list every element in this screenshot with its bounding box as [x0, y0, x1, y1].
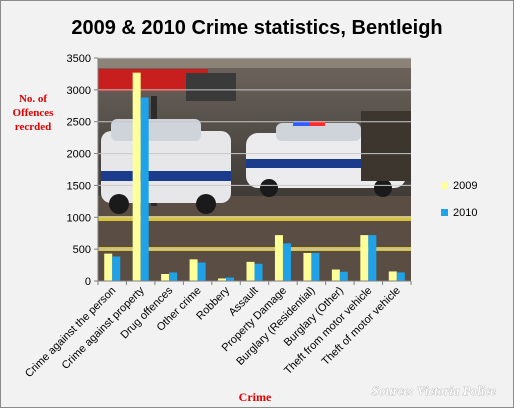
bar-2009 [161, 273, 170, 281]
bar-2009 [331, 269, 340, 281]
y-axis-label-line-2: Offences [13, 107, 55, 119]
bar-2009 [189, 259, 198, 281]
y-axis-label-line-1: No. of [19, 93, 47, 105]
bar-2009 [388, 271, 397, 281]
y-tick-label: 1000 [67, 212, 91, 224]
y-axis-label-line-3: recrded [15, 121, 51, 133]
bar-2010 [140, 97, 149, 281]
bar-2009 [132, 72, 141, 281]
bar-2010 [169, 272, 178, 281]
source-note: Source: Victoria Police [372, 383, 496, 398]
bar-2010 [368, 235, 377, 281]
y-tick-label: 2000 [67, 149, 91, 161]
bar-2010 [311, 252, 320, 281]
bar-2010 [226, 277, 235, 281]
chart-title: 2009 & 2010 Crime statistics, Bentleigh [71, 17, 442, 39]
bar-2009 [274, 235, 283, 281]
bar-2010 [254, 263, 263, 281]
bar-2009 [104, 253, 113, 281]
bar-2009 [360, 235, 369, 281]
bar-2010 [396, 272, 405, 281]
y-tick-label: 0 [85, 276, 91, 288]
legend-label-2009: 2009 [453, 180, 477, 192]
legend-label-2010: 2010 [453, 207, 477, 219]
bar-2010 [197, 262, 206, 281]
bar-2010 [339, 271, 348, 281]
legend-swatch-2010 [441, 209, 448, 216]
bar-2010 [112, 256, 121, 281]
y-tick-label: 2500 [67, 117, 91, 129]
bar-2009 [303, 252, 312, 281]
y-tick-label: 3500 [67, 53, 91, 65]
bar-2009 [218, 278, 227, 281]
bar-2009 [246, 261, 255, 281]
bar-2010 [282, 243, 291, 281]
y-tick-label: 1500 [67, 180, 91, 192]
y-tick-label: 3000 [67, 85, 91, 97]
legend: 2009 2010 [441, 180, 477, 219]
x-axis-label: Crime [239, 390, 272, 404]
legend-swatch-2009 [441, 182, 448, 189]
y-tick-label: 500 [73, 244, 91, 256]
